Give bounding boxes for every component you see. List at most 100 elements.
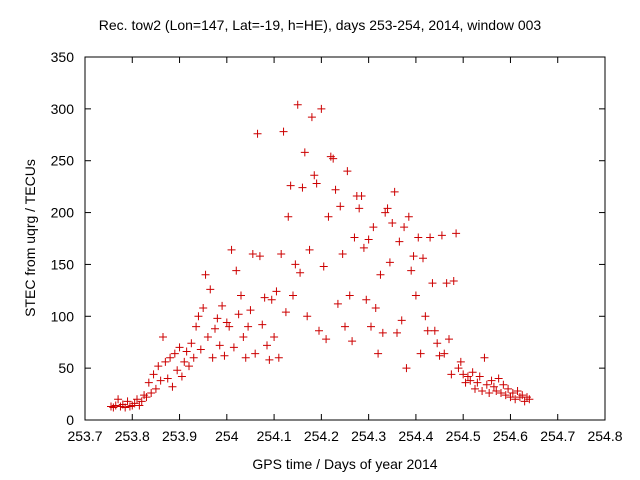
data-point — [461, 378, 470, 387]
x-tick-label: 254.4 — [398, 428, 433, 444]
data-point — [111, 401, 120, 410]
data-point — [303, 312, 312, 321]
data-point — [402, 364, 411, 373]
data-point — [350, 233, 359, 242]
data-point — [175, 343, 184, 352]
data-point — [241, 353, 250, 362]
data-points — [107, 100, 534, 412]
y-tick-label: 50 — [58, 360, 74, 376]
data-point — [168, 382, 177, 391]
data-point — [487, 376, 496, 385]
data-point — [322, 335, 331, 344]
y-tick-label: 350 — [51, 49, 75, 65]
data-point — [203, 333, 212, 342]
data-point — [270, 333, 279, 342]
y-axis-ticks: 0 50 100 150 200 250 300 350 — [51, 49, 605, 428]
data-point — [251, 349, 260, 358]
data-point — [414, 233, 423, 242]
data-point — [511, 395, 520, 404]
data-point — [428, 279, 437, 288]
data-point — [296, 268, 305, 277]
data-point — [312, 179, 321, 188]
data-point — [222, 318, 231, 327]
data-point — [182, 347, 191, 356]
data-point — [274, 353, 283, 362]
x-tick-label: 254.5 — [446, 428, 481, 444]
data-point — [253, 129, 262, 138]
data-point — [121, 403, 130, 412]
data-point — [492, 386, 501, 395]
data-point — [154, 362, 163, 371]
data-point — [463, 372, 472, 381]
data-point — [147, 389, 156, 398]
data-point — [310, 171, 319, 180]
data-point — [473, 378, 482, 387]
x-tick-label: 254.3 — [351, 428, 386, 444]
data-point — [341, 322, 349, 331]
chart-title: Rec. tow2 (Lon=147, Lat=-19, h=HE), days… — [98, 17, 542, 33]
data-point — [137, 397, 146, 406]
data-point — [508, 389, 517, 398]
data-point — [255, 252, 264, 261]
data-point — [397, 316, 406, 325]
data-point — [232, 266, 241, 275]
x-tick-label: 254.2 — [304, 428, 339, 444]
data-point — [206, 285, 215, 294]
data-point — [452, 229, 461, 238]
data-point — [149, 370, 158, 379]
data-point — [475, 372, 484, 381]
data-point — [305, 245, 314, 254]
data-point — [421, 312, 430, 321]
data-point — [133, 395, 141, 404]
data-point — [208, 353, 217, 362]
data-point — [248, 250, 257, 259]
data-point — [331, 185, 340, 194]
data-point — [362, 295, 371, 304]
x-tick-label: 253.8 — [115, 428, 150, 444]
data-point — [244, 322, 253, 331]
data-point — [286, 181, 295, 190]
data-point — [520, 397, 529, 406]
y-tick-label: 200 — [51, 205, 75, 221]
data-point — [447, 370, 456, 379]
data-point — [395, 237, 404, 246]
data-point — [494, 374, 503, 383]
data-point — [237, 291, 245, 300]
data-point — [430, 326, 439, 335]
data-point — [173, 366, 182, 375]
data-point — [355, 204, 364, 213]
data-point — [440, 349, 449, 358]
data-point — [376, 270, 385, 279]
data-point — [159, 333, 167, 342]
data-point — [315, 326, 323, 335]
data-point — [279, 127, 288, 136]
data-point — [333, 299, 342, 308]
data-point — [263, 341, 271, 350]
data-point — [466, 376, 475, 385]
data-point — [345, 291, 354, 300]
data-point — [225, 322, 234, 331]
data-point — [381, 208, 390, 217]
data-point — [281, 308, 290, 317]
data-point — [289, 291, 297, 300]
data-point — [383, 204, 392, 213]
data-point — [177, 372, 186, 381]
data-point — [374, 349, 383, 358]
data-point — [267, 295, 276, 304]
data-point — [390, 187, 399, 196]
data-point — [246, 306, 255, 315]
x-tick-label: 253.9 — [162, 428, 197, 444]
data-point — [454, 364, 463, 373]
data-point — [409, 252, 418, 261]
data-point — [187, 339, 196, 348]
data-point — [348, 337, 357, 346]
data-point — [459, 370, 468, 379]
data-point — [123, 397, 132, 406]
data-point — [506, 393, 515, 402]
data-point — [404, 212, 413, 221]
data-point — [163, 374, 172, 383]
data-point — [142, 393, 151, 402]
data-point — [338, 250, 347, 259]
data-point — [336, 202, 345, 211]
data-point — [258, 320, 267, 329]
